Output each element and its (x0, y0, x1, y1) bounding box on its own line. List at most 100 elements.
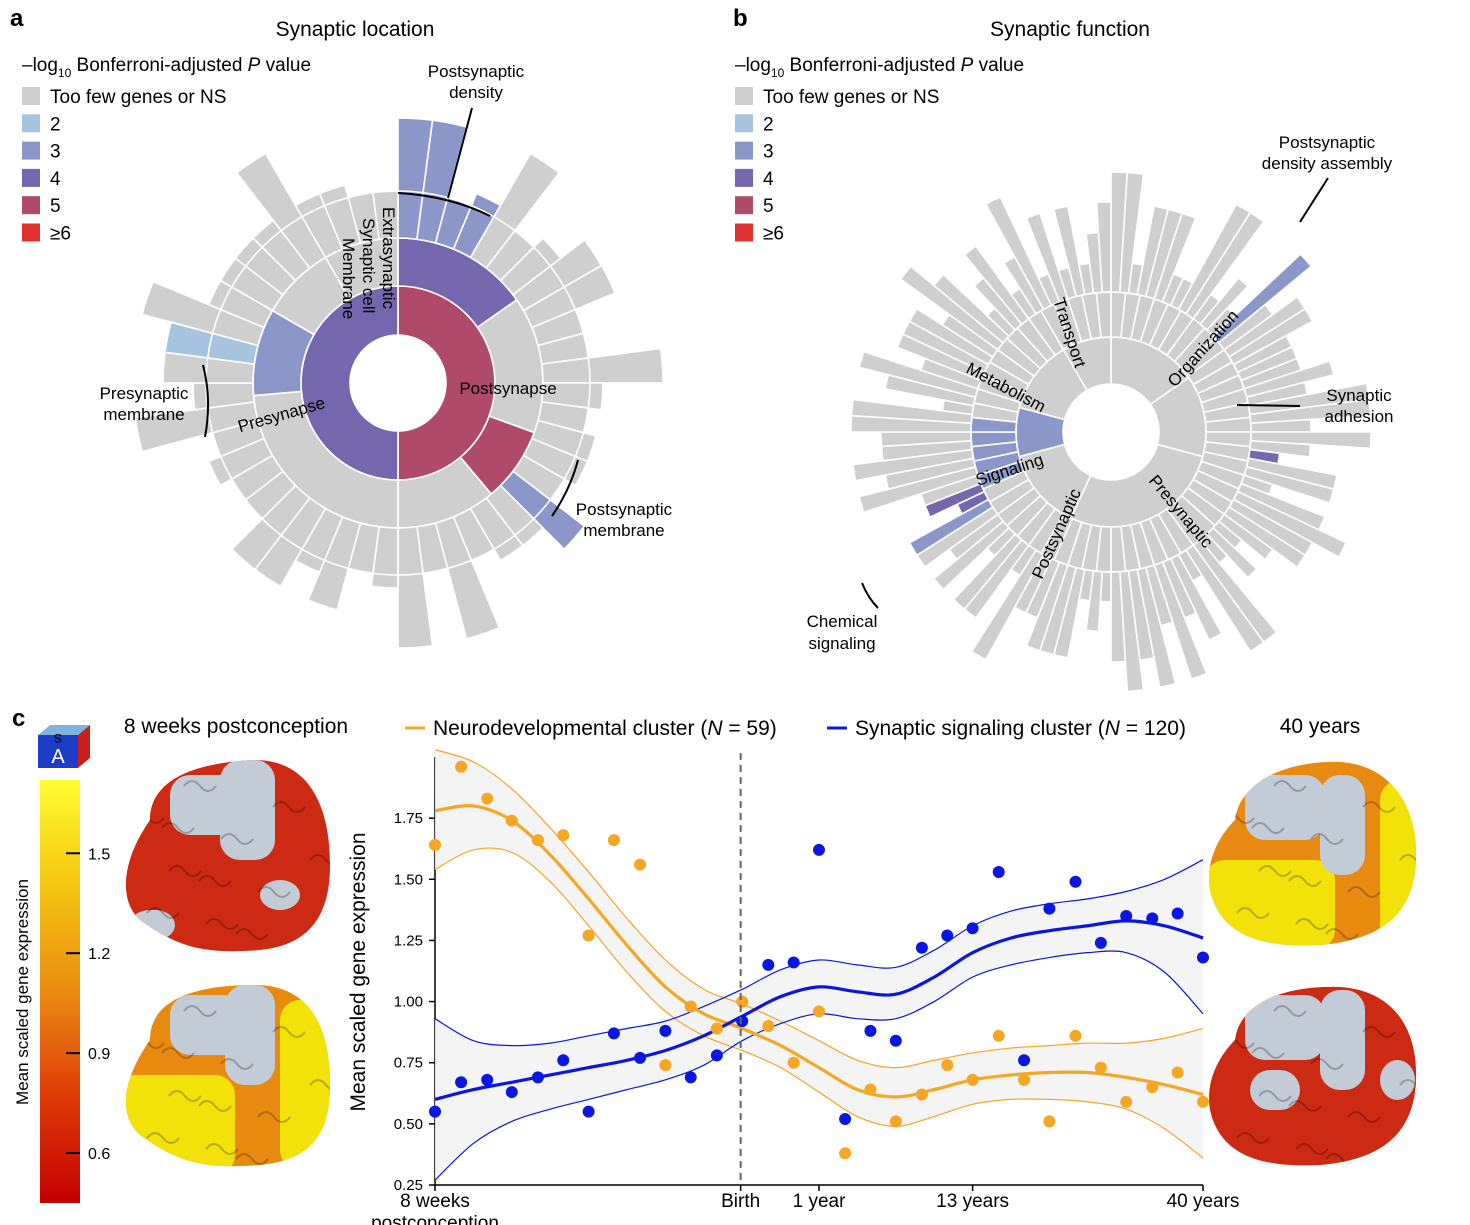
y-tick-label-0: 0.25 (394, 1177, 423, 1194)
point-0-13 (762, 1020, 775, 1033)
legend-entry-5: ≥6 (50, 224, 71, 245)
callout-a-bracket-density (397, 192, 491, 217)
panel-letter-a: a (10, 5, 24, 32)
point-0-16 (839, 1147, 852, 1160)
legend-swatch-3 (22, 168, 40, 187)
brain-1-sulcus-3 (235, 928, 269, 940)
callout-a-postsynaptic-membrane-1: Postsynaptic (576, 500, 673, 519)
brain-3-sulcus-3 (1325, 928, 1359, 940)
panel-b-title: Synaptic function (990, 18, 1150, 41)
ci-upper-1 (434, 859, 1204, 1047)
brain-4-sulcus-6 (1236, 1132, 1270, 1144)
brain-4-sulcus-1 (1251, 1047, 1285, 1059)
callout-b-chemical-signaling-1: Chemical (807, 612, 878, 631)
brain-4-sulcus-12 (1258, 1090, 1292, 1102)
legend-entry-4: 5 (763, 196, 774, 217)
brain-3-sulcus-12 (1258, 865, 1292, 877)
brain-1-sulcus-9 (257, 886, 291, 898)
point-0-3 (505, 814, 518, 827)
legend-title-prefix-b: –log (735, 55, 771, 76)
legend-nlabel-0: N (707, 717, 723, 740)
cube-letter-s: S (54, 731, 62, 745)
brain-4-sulcus-9 (1347, 1111, 1381, 1123)
brain-1-region-1 (220, 760, 275, 860)
sunburst-a-label-postsynapse: Postsynapse (459, 379, 556, 398)
point-0-28 (1146, 1081, 1159, 1094)
legend-swatch-0 (735, 87, 753, 105)
brain-3-region-0 (1209, 860, 1335, 946)
point-1-11 (710, 1049, 723, 1062)
brain-4-sulcus-7 (1273, 1005, 1307, 1017)
point-1-8 (634, 1051, 647, 1064)
brain-3-sulcus-7 (1273, 780, 1307, 792)
ci-band-1 (435, 859, 1203, 1181)
legend-title-italic-b: P (961, 55, 974, 76)
brain-1-sulcus-1 (161, 822, 195, 834)
colorbar-label: Mean scaled gene expression (13, 879, 32, 1105)
x-tick-label-3: 13 years (936, 1191, 1009, 1212)
y-tick-label-1: 0.50 (394, 1116, 423, 1133)
sunburst-a-label-membrane: Membrane (339, 238, 358, 319)
callout-b-lines (861, 177, 1329, 609)
sunburst-a-segment-4-47 (372, 190, 399, 241)
point-0-1 (455, 760, 468, 773)
brain-1-sulcus-5 (309, 854, 330, 866)
brain-2-sulcus-4 (272, 1026, 306, 1038)
brain-label-late: 40 years (1280, 715, 1361, 738)
point-0-4 (531, 834, 544, 847)
legend-swatch-0 (22, 87, 40, 105)
sunburst-a-label-extrasynaptic: Extrasynaptic (379, 207, 398, 310)
brain-4-sulcus-13 (1295, 1143, 1329, 1155)
brain-4-region-3 (1380, 1060, 1415, 1100)
legend-swatch-1 (735, 114, 753, 133)
brain-1-sulcus-12 (168, 865, 202, 877)
callout-a-presynaptic-membrane-2: membrane (103, 405, 184, 424)
point-1-23 (1018, 1054, 1031, 1067)
point-1-28 (1146, 912, 1159, 925)
legend-title-end-b: value (973, 55, 1024, 76)
cube-top-face (38, 725, 90, 735)
point-1-4 (531, 1071, 544, 1084)
callout-a-line-density (447, 107, 473, 199)
x-tick-label-0: 8 weeks (400, 1191, 470, 1212)
legend-b-items: Too few genes or NS 2 3 4 5 ≥6 (735, 87, 939, 245)
y-tick-label-4: 1.25 (394, 932, 423, 949)
legend-entry-1: 2 (50, 114, 61, 135)
legend-entry-0: Too few genes or NS (50, 87, 226, 108)
point-1-26 (1094, 936, 1107, 949)
brain-2-region-0 (125, 1075, 235, 1167)
point-1-27 (1120, 909, 1133, 922)
point-0-12 (736, 995, 749, 1008)
x-tick-label-1: Birth (721, 1191, 760, 1212)
callout-b-line-psd (1299, 177, 1329, 223)
cube-letter-a: A (51, 746, 65, 768)
brain-2-sulcus-0 (125, 994, 158, 1006)
legend-entry-2: 3 (50, 142, 61, 163)
point-0-5 (557, 829, 570, 842)
point-0-10 (684, 1000, 697, 1013)
point-1-29 (1171, 907, 1184, 920)
expression-chart: 0.25 0.50 0.75 1.00 1.25 1.50 1.75 8 weekspostc… (371, 749, 1239, 1225)
point-0-14 (787, 1056, 800, 1069)
point-1-17 (864, 1024, 877, 1037)
brain-2-sulcus-1 (161, 1047, 195, 1059)
legend-a: –log10 Bonferroni-adjusted P value Too f… (22, 55, 311, 245)
callout-a-postsynaptic-density-2: density (449, 83, 503, 102)
point-1-24 (1043, 902, 1056, 915)
brain-2-sulcus-2 (198, 1100, 232, 1112)
brain-4-region-2 (1250, 1070, 1300, 1110)
panel-letter-b: b (733, 5, 748, 32)
brain-4 (1209, 986, 1417, 1166)
point-1-14 (787, 956, 800, 969)
point-1-6 (582, 1105, 595, 1118)
brain-2-sulcus-13 (205, 1143, 239, 1155)
brain-4-sulcus-0 (1214, 994, 1248, 1006)
brain-2-sulcus-7 (183, 1005, 217, 1017)
legend-title-rest-b: Bonferroni-adjusted (784, 55, 960, 76)
point-0-21 (966, 1073, 979, 1086)
brain-label-early: 8 weeks postconception (124, 715, 348, 738)
brain-1-sulcus-8 (220, 833, 254, 845)
legend-entry-3: 4 (50, 169, 61, 190)
point-1-18 (889, 1034, 902, 1047)
